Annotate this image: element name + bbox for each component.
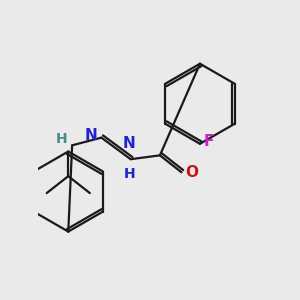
Text: H: H <box>56 132 68 146</box>
Text: N: N <box>85 128 98 143</box>
Text: H: H <box>123 167 135 181</box>
Text: O: O <box>185 165 198 180</box>
Text: N: N <box>123 136 136 152</box>
Text: F: F <box>204 134 214 149</box>
